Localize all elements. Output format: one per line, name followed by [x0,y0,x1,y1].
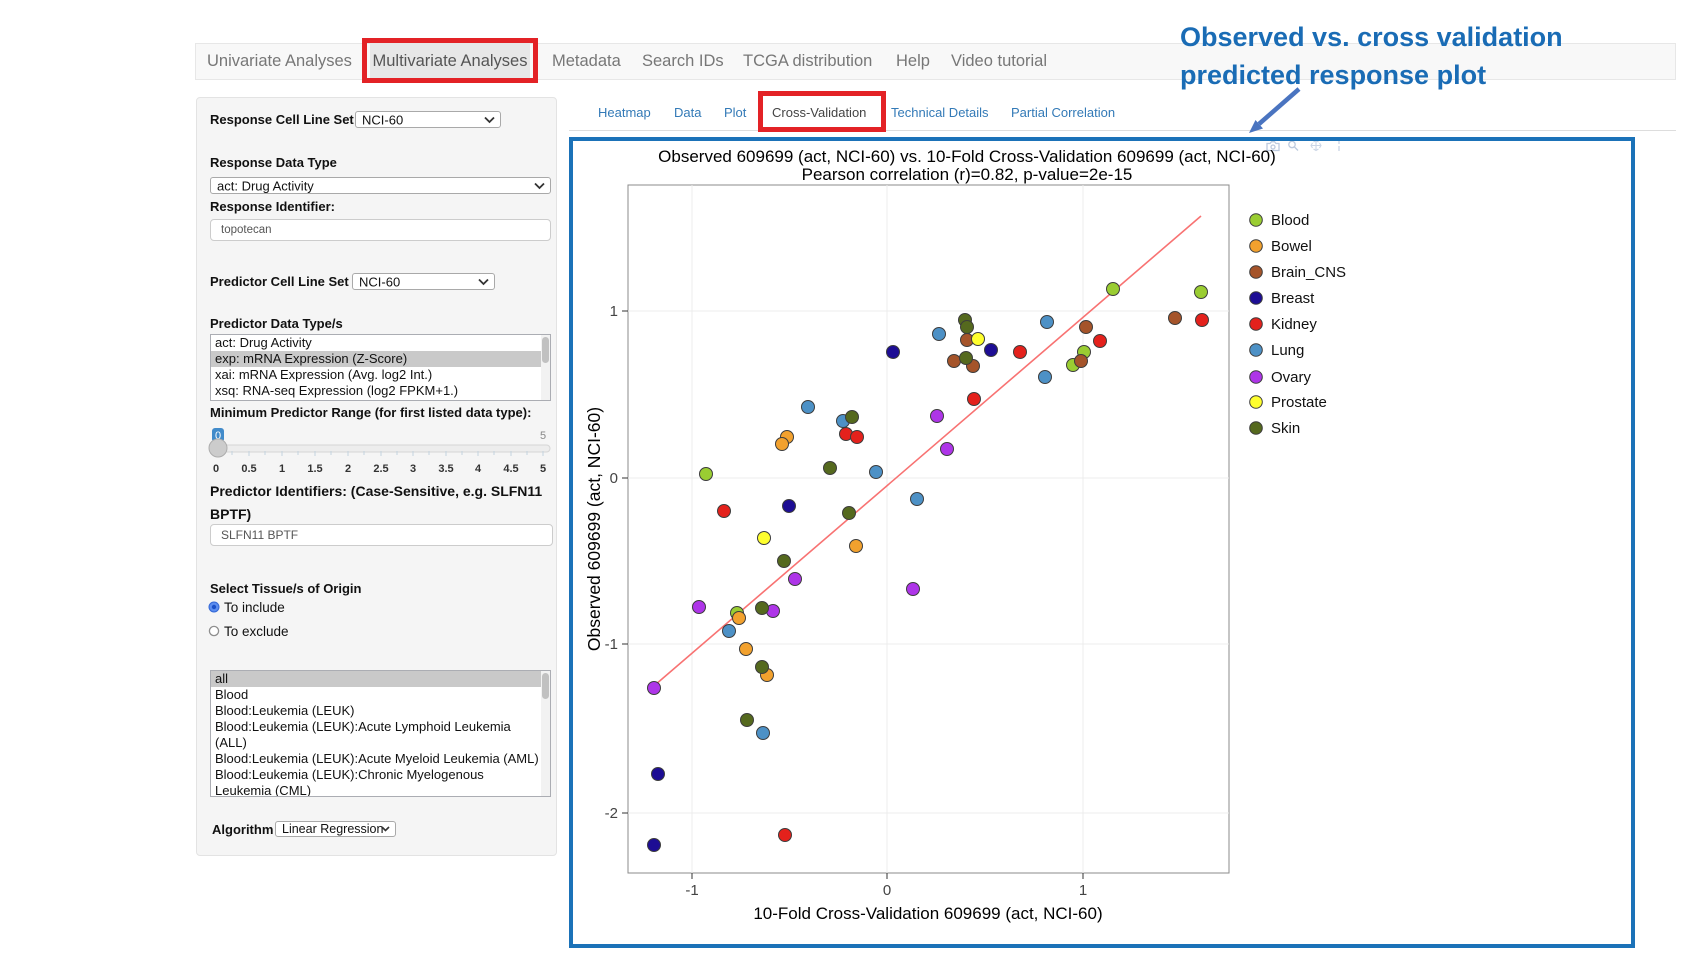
svg-text:0: 0 [610,470,618,487]
svg-text:-2: -2 [605,805,618,822]
svg-text:Pearson correlation (r)=0.82,: Pearson correlation (r)=0.82, p-value=2e… [802,165,1133,184]
svg-text:Kidney: Kidney [1271,316,1317,333]
svg-text:Skin: Skin [1271,420,1300,437]
svg-text:5: 5 [540,463,546,475]
svg-text:2.5: 2.5 [373,463,388,475]
svg-text:Observed 609699 (act, NCI-60): Observed 609699 (act, NCI-60) vs. 10-Fol… [658,147,1276,166]
svg-text:10-Fold Cross-Validation 60969: 10-Fold Cross-Validation 609699 (act, NC… [753,904,1102,923]
svg-text:Brain_CNS: Brain_CNS [1271,264,1346,281]
svg-text:Lung: Lung [1271,342,1304,359]
svg-text:3: 3 [410,463,416,475]
svg-text:1.5: 1.5 [307,463,322,475]
svg-text:Observed 609699 (act, NCI-60): Observed 609699 (act, NCI-60) [584,407,604,651]
svg-text:Blood: Blood [1271,212,1309,229]
svg-text:Ovary: Ovary [1271,369,1312,386]
svg-text:1: 1 [610,303,618,320]
svg-text:2: 2 [345,463,351,475]
svg-text:Breast: Breast [1271,290,1315,307]
svg-text:3.5: 3.5 [438,463,453,475]
svg-text:1: 1 [279,463,285,475]
svg-text:0: 0 [215,430,221,442]
svg-text:0: 0 [213,463,219,475]
svg-text:4: 4 [475,463,482,475]
svg-text:0.5: 0.5 [241,463,256,475]
svg-text:4.5: 4.5 [503,463,518,475]
svg-text:0: 0 [883,882,891,899]
svg-text:5: 5 [540,430,546,442]
svg-text:Prostate: Prostate [1271,394,1327,411]
svg-text:1: 1 [1079,882,1087,899]
svg-text:-1: -1 [605,636,618,653]
svg-text:-1: -1 [685,882,698,899]
svg-text:Bowel: Bowel [1271,238,1312,255]
